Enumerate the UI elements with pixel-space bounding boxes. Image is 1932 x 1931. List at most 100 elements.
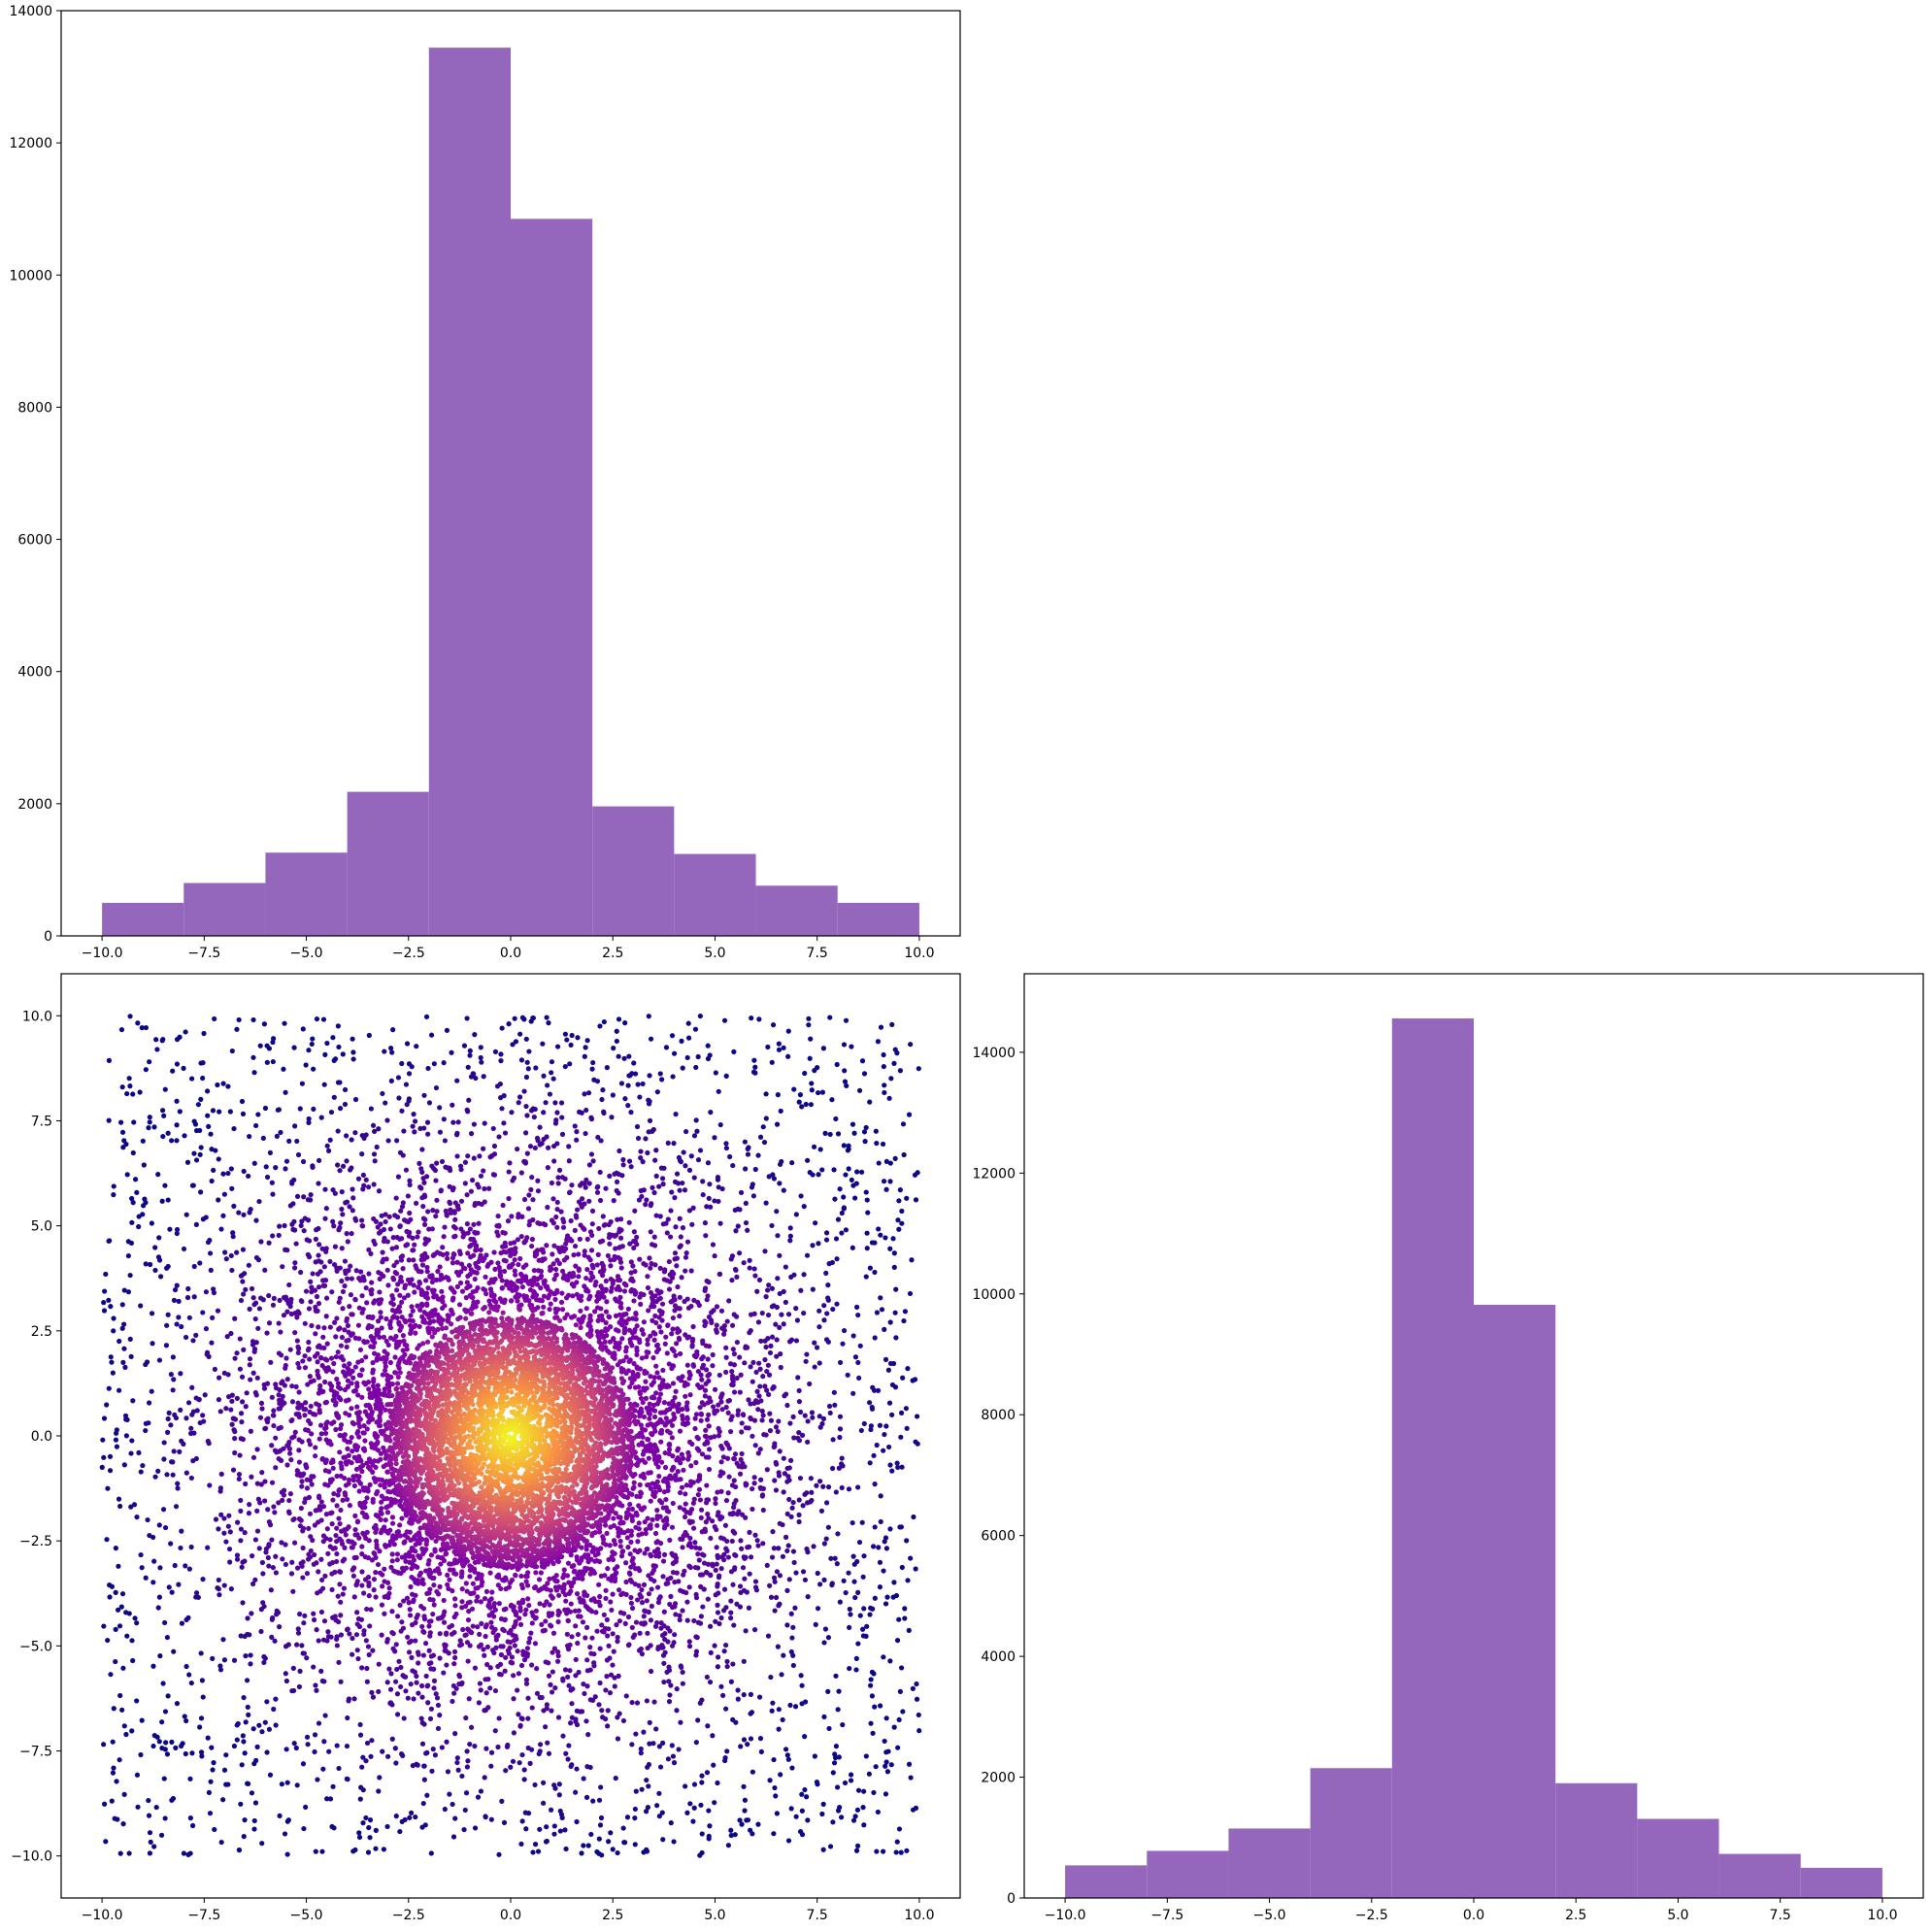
scatter-point xyxy=(454,1755,460,1761)
scatter-point xyxy=(358,1269,364,1275)
scatter-point xyxy=(366,1184,372,1190)
scatter-point xyxy=(635,1539,641,1545)
scatter-point xyxy=(505,1218,512,1224)
scatter-point xyxy=(250,1581,256,1587)
scatter-point xyxy=(674,1171,681,1177)
x-tick-label: 7.5 xyxy=(807,1908,828,1923)
scatter-point xyxy=(592,1694,598,1700)
scatter-point xyxy=(727,1361,734,1367)
scatter-point xyxy=(197,1724,203,1730)
scatter-point xyxy=(878,1232,883,1238)
scatter-point xyxy=(803,1358,809,1364)
scatter-point xyxy=(250,1726,256,1732)
scatter-point xyxy=(632,1208,638,1214)
scatter-point xyxy=(366,1824,372,1831)
scatter-point xyxy=(752,1273,758,1279)
scatter-point xyxy=(402,1816,408,1823)
scatter-point xyxy=(820,1046,827,1051)
scatter-point xyxy=(782,1471,787,1477)
scatter-point xyxy=(286,1138,292,1144)
scatter-point xyxy=(117,1338,122,1345)
scatter-point xyxy=(785,1312,792,1317)
scatter-point xyxy=(509,1654,516,1660)
scatter-point xyxy=(376,1661,382,1667)
scatter-point xyxy=(534,1690,541,1696)
scatter-point xyxy=(672,1303,679,1309)
scatter-point xyxy=(371,1182,377,1187)
scatter-point xyxy=(773,1459,779,1466)
scatter-point xyxy=(512,1256,517,1263)
scatter-point xyxy=(380,1259,385,1265)
scatter-point xyxy=(716,1425,721,1432)
scatter-point xyxy=(599,1708,605,1714)
scatter-point xyxy=(371,1128,378,1134)
scatter-point xyxy=(300,1026,306,1032)
scatter-point xyxy=(280,1393,285,1400)
scatter-point xyxy=(687,1801,693,1807)
scatter-point xyxy=(900,1121,907,1127)
scatter-point xyxy=(563,1846,569,1852)
scatter-point xyxy=(366,1271,372,1277)
scatter-point xyxy=(749,1506,755,1513)
scatter-point xyxy=(251,1826,257,1832)
scatter-point xyxy=(833,1673,839,1679)
scatter-point xyxy=(499,1798,505,1804)
scatter-point xyxy=(162,1709,169,1715)
scatter-point xyxy=(639,1600,646,1606)
scatter-point xyxy=(395,1075,402,1081)
scatter-point xyxy=(320,1016,327,1022)
scatter-point xyxy=(555,1715,562,1720)
scatter-point xyxy=(449,1049,454,1055)
scatter-point xyxy=(723,1706,729,1712)
scatter-point xyxy=(136,1449,142,1455)
scatter-point xyxy=(503,1249,510,1255)
scatter-point xyxy=(330,1218,336,1224)
scatter-point xyxy=(743,1425,749,1431)
scatter-point xyxy=(631,1238,637,1245)
y-tick-label: 10000 xyxy=(9,268,52,283)
scatter-point xyxy=(672,1580,678,1585)
scatter-point xyxy=(368,1250,374,1256)
scatter-point xyxy=(753,1369,759,1376)
scatter-point xyxy=(649,1260,654,1267)
scatter-point xyxy=(710,1351,716,1358)
scatter-point xyxy=(516,1215,521,1220)
scatter-point xyxy=(338,1613,344,1618)
scatter-point xyxy=(425,1131,431,1137)
scatter-point xyxy=(282,1222,287,1229)
scatter-point xyxy=(730,1347,736,1352)
scatter-point xyxy=(873,1128,879,1134)
scatter-point xyxy=(574,1137,580,1143)
scatter-point xyxy=(241,1291,247,1297)
scatter-point xyxy=(616,1171,622,1178)
scatter-point xyxy=(584,1683,590,1689)
scatter-point xyxy=(643,1809,650,1814)
scatter-point xyxy=(243,1404,249,1410)
scatter-point xyxy=(344,1231,350,1237)
scatter-point xyxy=(297,1668,303,1674)
scatter-point xyxy=(652,1313,658,1319)
scatter-point xyxy=(589,1221,595,1227)
scatter-point xyxy=(526,1049,532,1054)
scatter-point xyxy=(305,1742,311,1748)
scatter-point xyxy=(646,1129,651,1135)
scatter-point xyxy=(751,1400,757,1407)
scatter-point xyxy=(841,1143,847,1149)
scatter-point xyxy=(481,1168,486,1174)
scatter-point xyxy=(209,1178,215,1184)
scatter-point xyxy=(498,1249,504,1256)
scatter-point xyxy=(745,1227,750,1233)
scatter-point xyxy=(634,1242,640,1248)
scatter-point xyxy=(299,1298,305,1305)
scatter-point xyxy=(710,1363,716,1369)
scatter-point xyxy=(198,1715,205,1721)
scatter-point xyxy=(683,1783,688,1789)
scatter-point xyxy=(793,1338,800,1344)
scatter-point xyxy=(206,1353,212,1359)
scatter-point xyxy=(359,1582,365,1588)
scatter-point xyxy=(540,1249,547,1255)
scatter-point xyxy=(203,1215,209,1220)
scatter-point xyxy=(338,1421,345,1428)
scatter-point xyxy=(671,1640,677,1646)
scatter-point xyxy=(357,1732,364,1738)
